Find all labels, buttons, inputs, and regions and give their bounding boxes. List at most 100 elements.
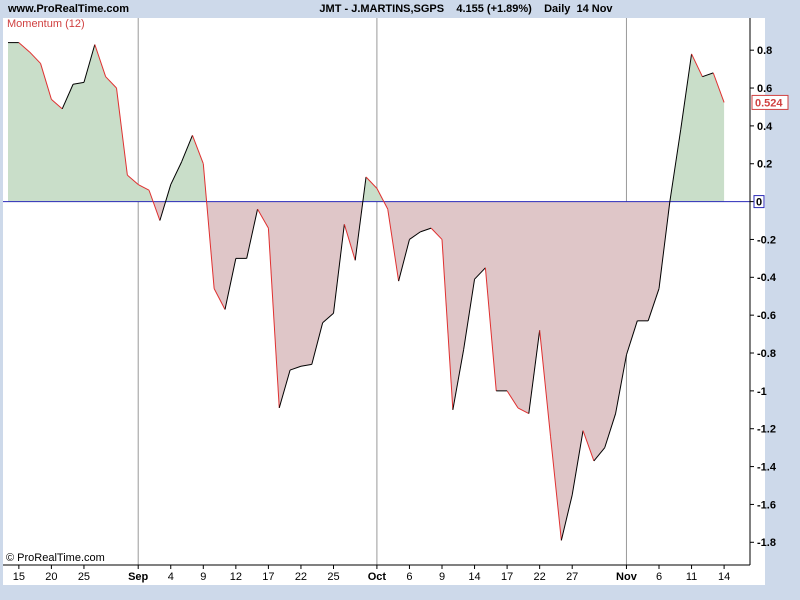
momentum-segment [257, 208, 269, 229]
x-tick-label: Nov [616, 571, 638, 583]
momentum-segment [181, 135, 193, 163]
momentum-segment [365, 176, 378, 189]
y-tick-label: -0.6 [757, 310, 776, 322]
momentum-segment [484, 267, 497, 391]
y-tick-label: -0.2 [757, 234, 776, 246]
y-tick-label: 0 [756, 197, 762, 209]
momentum-segment [246, 209, 259, 259]
momentum-segment [615, 354, 627, 414]
momentum-segment [539, 330, 551, 437]
momentum-segment [51, 99, 63, 110]
x-tick-label: 9 [439, 571, 445, 583]
momentum-segment [474, 267, 486, 280]
x-tick-label: 27 [566, 571, 578, 583]
momentum-segment [582, 430, 595, 462]
momentum-segment [593, 447, 606, 462]
momentum-segment [343, 224, 356, 261]
momentum-segment [691, 53, 703, 77]
momentum-segment [83, 44, 96, 83]
x-tick-label: 4 [168, 571, 174, 583]
momentum-segment [333, 224, 345, 314]
momentum-segment [29, 51, 41, 64]
x-tick-label: 11 [686, 571, 697, 583]
x-tick-label: 6 [406, 571, 412, 583]
momentum-segment [452, 349, 465, 410]
momentum-segment [420, 227, 432, 233]
momentum-segment [94, 44, 107, 77]
x-tick-label: 14 [468, 571, 480, 583]
site-name: www.ProRealTime.com [7, 3, 129, 15]
momentum-segment [322, 312, 334, 324]
y-tick-label: 0.4 [757, 121, 773, 133]
momentum-segment [604, 413, 617, 448]
x-tick-label: 22 [534, 571, 546, 583]
x-tick-label: 25 [327, 571, 339, 583]
x-tick-label: 17 [262, 571, 274, 583]
momentum-segment [202, 163, 215, 289]
momentum-segment [387, 209, 400, 282]
momentum-segment [430, 227, 443, 240]
momentum-segment [517, 407, 530, 415]
momentum-segment [73, 81, 85, 85]
x-tick-label: 9 [200, 571, 206, 583]
negative-area [153, 201, 670, 541]
momentum-segment [159, 184, 172, 221]
momentum-segment [571, 430, 584, 496]
last-value-box [751, 94, 789, 110]
momentum-segment [398, 239, 410, 282]
momentum-segment [278, 369, 291, 409]
x-tick-label: Sep [128, 571, 148, 583]
momentum-segment [213, 288, 226, 310]
momentum-segment [702, 72, 714, 78]
x-tick-label: 6 [656, 571, 662, 583]
x-tick-label: 15 [13, 571, 25, 583]
x-tick-label: 20 [45, 571, 57, 583]
chart-title: JMT - J.MARTINS,SGPS 4.155 (+1.89%) Dail… [319, 3, 613, 15]
y-tick-label: -1 [757, 386, 767, 398]
x-tick-label: 17 [501, 571, 513, 583]
momentum-segment [224, 258, 237, 310]
zero-label-box [753, 195, 765, 209]
momentum-segment [441, 239, 454, 410]
momentum-segment [61, 84, 74, 110]
momentum-segment [506, 390, 519, 409]
momentum-segment [550, 436, 562, 541]
x-tick-label: 25 [78, 571, 90, 583]
momentum-segment [463, 279, 476, 350]
momentum-segment [658, 201, 671, 289]
momentum-segment [311, 322, 324, 365]
momentum-segment [116, 87, 128, 176]
momentum-segment [647, 288, 660, 321]
y-tick-label: 0.8 [757, 45, 772, 57]
indicator-label: Momentum (12) [7, 18, 85, 30]
momentum-segment [300, 363, 312, 367]
y-tick-label: -1.8 [757, 537, 776, 549]
x-tick-label: 14 [718, 571, 730, 583]
momentum-segment [409, 231, 421, 240]
x-tick-label: 22 [295, 571, 307, 583]
momentum-segment [669, 129, 682, 202]
y-tick-label: 0.6 [757, 83, 772, 95]
momentum-segment [40, 63, 52, 100]
momentum-segment [354, 176, 367, 261]
momentum-segment [289, 365, 302, 371]
momentum-segment [267, 228, 280, 408]
footer: © ProRealTime.com [6, 552, 105, 564]
positive-area [8, 42, 725, 202]
momentum-segment [105, 76, 117, 89]
momentum-segment [528, 330, 541, 414]
momentum-segment [137, 184, 150, 191]
momentum-segment [625, 320, 638, 356]
momentum-segment [376, 188, 389, 210]
momentum-segment [560, 494, 573, 541]
momentum-segment [18, 42, 31, 53]
momentum-segment [148, 190, 161, 221]
y-tick-label: -1.6 [757, 499, 776, 511]
momentum-segment [191, 135, 204, 164]
last-value-label: 0.524 [755, 97, 783, 109]
momentum-segment [712, 72, 725, 103]
y-tick-label: -0.8 [757, 348, 776, 360]
y-tick-label: 0.2 [757, 159, 772, 171]
y-tick-label: -0.4 [757, 272, 777, 284]
